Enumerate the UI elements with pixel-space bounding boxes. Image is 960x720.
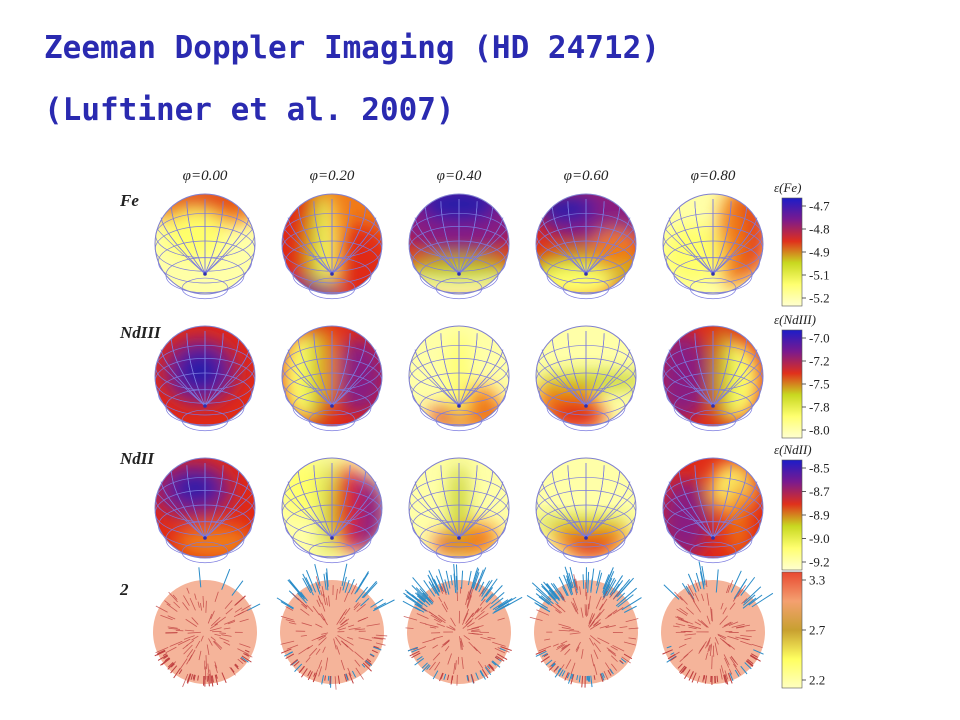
colorbar-tick-label: -8.0: [809, 423, 830, 438]
phase-label: φ=0.60: [564, 168, 609, 184]
magnetic-field-vector-sphere: [661, 561, 774, 685]
colorbar: ε(Fe) -4.7 -4.8 -4.9 -5.1 -5.2: [774, 180, 830, 307]
abundance-map-sphere: [154, 193, 256, 300]
phase-label: φ=0.20: [310, 168, 355, 184]
colorbar-tick-label: -4.8: [809, 222, 830, 237]
element-row-label: Fe: [119, 191, 139, 210]
colorbar-tick-label: -7.5: [809, 377, 830, 392]
colorbar-title: ε(Fe): [774, 180, 802, 195]
colorbar-tick-label: 2.7: [809, 623, 826, 638]
colorbar-title: ε(NdIII): [774, 312, 816, 327]
colorbar-tick-label: 3.3: [809, 573, 825, 588]
slide-title-line-2: (Luftiner et al. 2007): [44, 92, 455, 128]
abundance-map-sphere: [154, 325, 256, 432]
colorbar-tick-label: -5.1: [809, 268, 830, 283]
colorbar-tick-label: -9.0: [809, 531, 830, 546]
colorbar-tick-label: -7.8: [809, 400, 830, 415]
colorbar-tick-label: 2.2: [809, 673, 825, 688]
magnetic-field-vector-sphere: [153, 567, 261, 688]
phase-label: φ=0.00: [183, 168, 228, 184]
abundance-map-sphere: [662, 193, 764, 300]
abundance-map-sphere: [408, 457, 510, 564]
abundance-map-sphere: [535, 193, 637, 300]
colorbar: ε(NdIII) -7.0 -7.2 -7.5 -7.8 -8.0: [774, 312, 830, 439]
colorbar-tick-label: -7.0: [809, 331, 830, 346]
colorbar-tick-label: -4.9: [809, 245, 830, 260]
colorbar-tick-label: -4.7: [809, 199, 830, 214]
abundance-map-sphere: [662, 457, 764, 564]
colorbar-title: ε(NdII): [774, 442, 812, 457]
colorbar: ε(NdII) -8.5 -8.7 -8.9 -9.0 -9.2: [774, 442, 830, 571]
abundance-map-sphere: [408, 325, 510, 432]
abundance-map-sphere: [281, 457, 383, 564]
colorbar-tick-label: -8.5: [809, 461, 830, 476]
colorbar-tick-label: -8.7: [809, 484, 830, 499]
slide-title-line-1: Zeeman Doppler Imaging (HD 24712): [44, 30, 660, 66]
abundance-map-sphere: [535, 325, 637, 432]
abundance-map-sphere: [154, 457, 256, 564]
doppler-imaging-figure: φ=0.00 φ=0.20 φ=0.40 φ=0.60 φ=0.80 Fe NdIII Nd…: [119, 168, 830, 690]
colorbar-tick-label: -8.9: [809, 508, 830, 523]
colorbar-tick-label: -7.2: [809, 354, 830, 369]
element-row-label: NdIII: [119, 323, 162, 342]
colorbar-tick-label: -5.2: [809, 291, 830, 306]
abundance-map-sphere: [281, 325, 383, 432]
abundance-map-sphere: [281, 193, 383, 300]
magnetic-field-vector-sphere: [402, 564, 523, 686]
abundance-map-sphere: [535, 457, 637, 564]
phase-label: φ=0.80: [691, 168, 736, 184]
element-row-label: NdII: [119, 449, 155, 468]
abundance-map-sphere: [408, 193, 510, 300]
abundance-map-sphere: [662, 325, 764, 432]
element-row-label: 2: [119, 580, 129, 599]
phase-label: φ=0.40: [437, 168, 482, 184]
magnetic-field-vector-sphere: [526, 566, 642, 688]
colorbar: 3.3 2.7 2.2: [781, 571, 826, 689]
magnetic-field-vector-sphere: [276, 563, 395, 690]
colorbar-tick-label: -9.2: [809, 555, 830, 570]
